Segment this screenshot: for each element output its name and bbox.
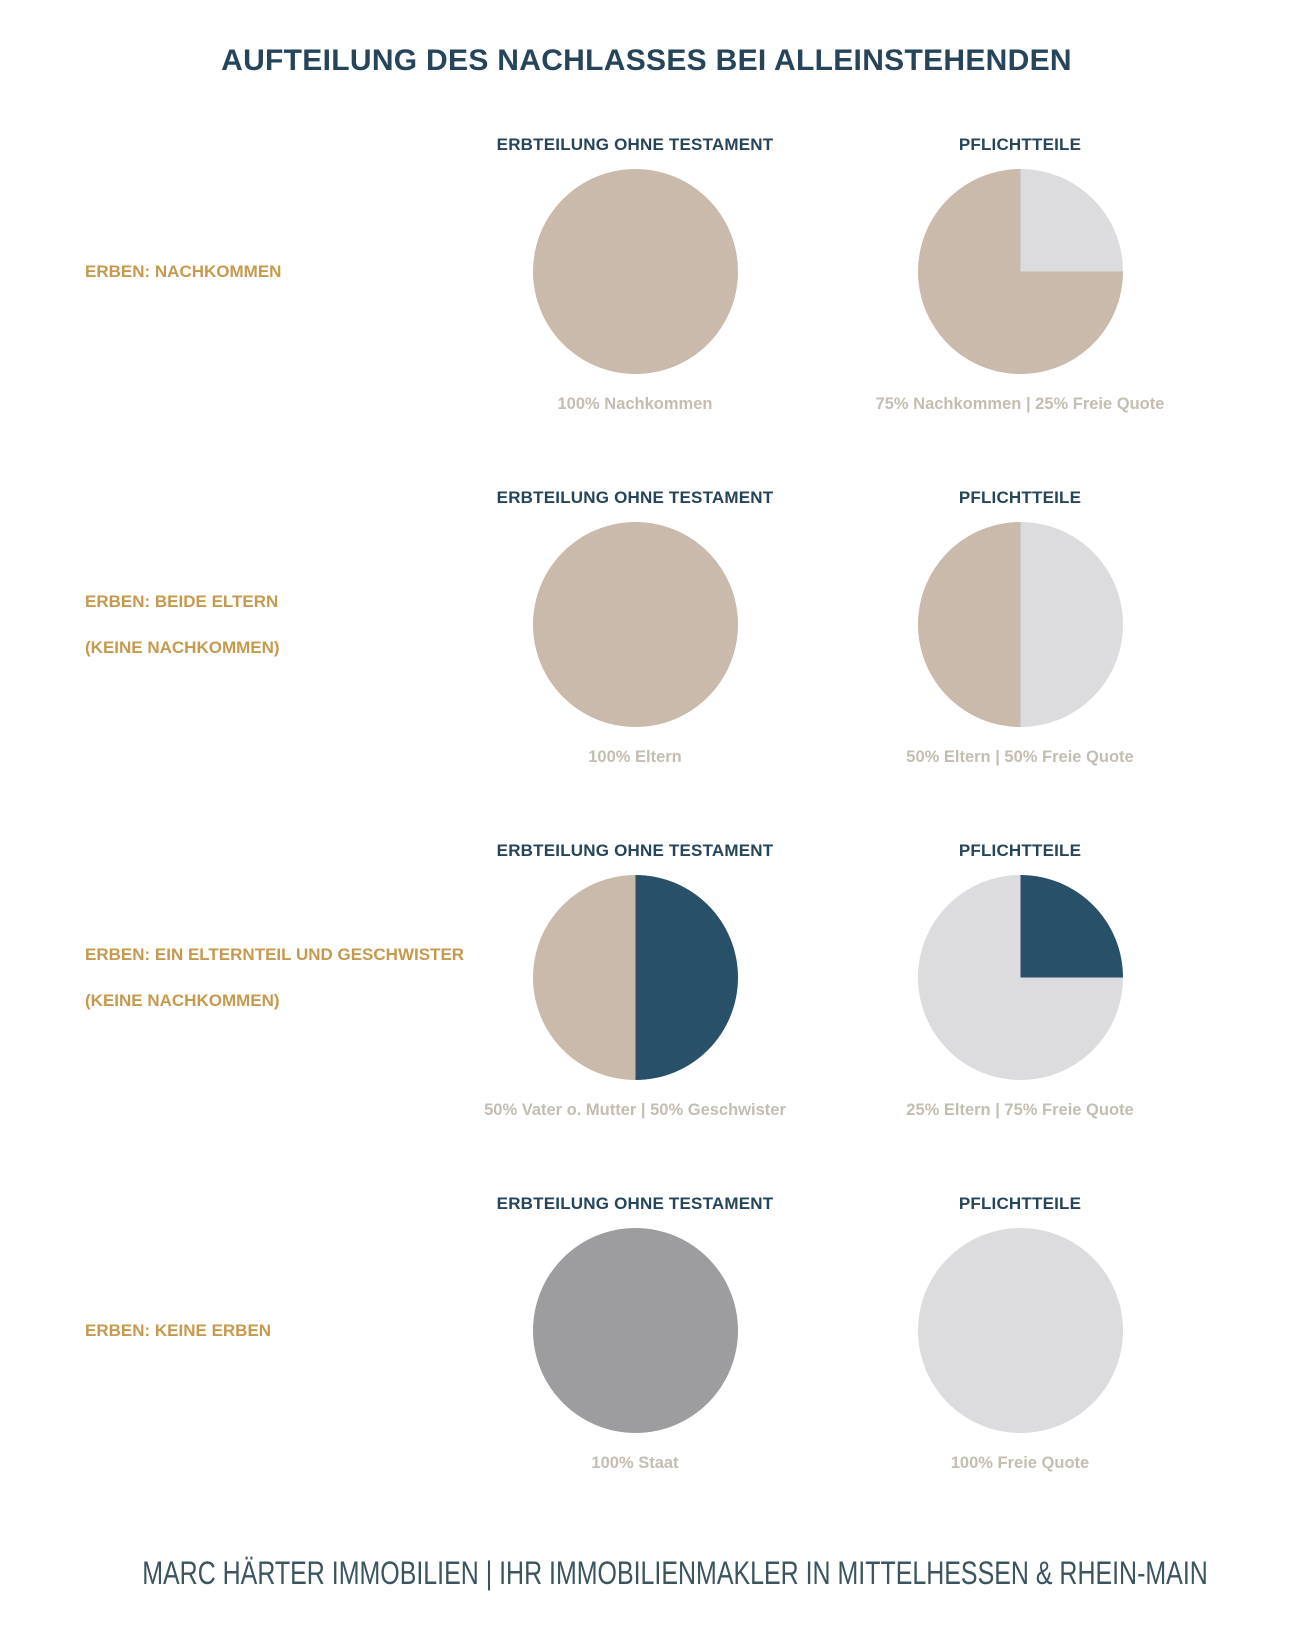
page-title: AUFTEILUNG DES NACHLASSES BEI ALLEINSTEH…	[221, 44, 1072, 77]
chart-header: ERBTEILUNG OHNE TESTAMENT	[496, 488, 774, 507]
footer-text: MARC HÄRTER IMMOBILIEN | IHR IMMOBILIENM…	[142, 1555, 1208, 1591]
row-label-line: ERBEN: EIN ELTERNTEIL UND GESCHWISTER	[85, 944, 465, 964]
row-label-column: ERBEN: BEIDE ELTERN (KEINE NACHKOMMEN)	[0, 488, 455, 841]
pie-chart	[917, 169, 1123, 374]
row-label: ERBEN: KEINE ERBEN	[85, 1228, 455, 1433]
pie-caption: 75% Nachkommen | 25% Freie Quote	[875, 395, 1165, 413]
pie-caption: 100% Nachkommen	[557, 395, 713, 413]
row-label-line: ERBEN: BEIDE ELTERN	[85, 591, 279, 611]
row-label-column: ERBEN: EIN ELTERNTEIL UND GESCHWISTER (KE…	[0, 841, 465, 1194]
chart-header: PFLICHTTEILE	[958, 135, 1082, 154]
pie-caption: 50% Eltern | 50% Freie Quote	[906, 748, 1134, 766]
inheritance-row: ERBEN: BEIDE ELTERN (KEINE NACHKOMMEN) ERB…	[0, 488, 1293, 841]
pie-chart	[532, 522, 738, 727]
chart-block: ERBTEILUNG OHNE TESTAMENT 100% Eltern	[455, 488, 815, 841]
pie-chart	[917, 875, 1123, 1080]
pie-caption: 100% Freie Quote	[950, 1454, 1090, 1472]
pie-caption: 50% Vater o. Mutter | 50% Geschwister	[484, 1101, 786, 1119]
chart-block: PFLICHTTEILE 100% Freie Quote	[815, 1194, 1225, 1547]
chart-block: ERBTEILUNG OHNE TESTAMENT 100% Nachkommen	[455, 135, 815, 488]
row-label-line: ERBEN: KEINE ERBEN	[85, 1320, 272, 1340]
row-label-line: ERBEN: NACHKOMMEN	[85, 261, 282, 281]
pie-caption: 100% Staat	[591, 1454, 679, 1472]
chart-header: ERBTEILUNG OHNE TESTAMENT	[496, 135, 774, 154]
chart-header: ERBTEILUNG OHNE TESTAMENT	[496, 841, 774, 860]
row-label-line: (KEINE NACHKOMMEN)	[85, 637, 280, 657]
chart-header: PFLICHTTEILE	[958, 488, 1082, 507]
inheritance-row: ERBEN: KEINE ERBEN ERBTEILUNG OHNE TESTAM…	[0, 1194, 1293, 1547]
chart-block: PFLICHTTEILE 25% Eltern | 75% Freie Quote	[815, 841, 1225, 1194]
page: { "title": "AUFTEILUNG DES NACHLASSES BE…	[0, 44, 1293, 1644]
row-label: ERBEN: EIN ELTERNTEIL UND GESCHWISTER (KE…	[85, 875, 465, 1080]
inheritance-row: ERBEN: EIN ELTERNTEIL UND GESCHWISTER (KE…	[0, 841, 1293, 1194]
row-label: ERBEN: NACHKOMMEN	[85, 169, 455, 374]
pie-chart	[532, 169, 738, 374]
chart-block: ERBTEILUNG OHNE TESTAMENT 100% Staat	[455, 1194, 815, 1547]
chart-header: PFLICHTTEILE	[958, 1194, 1082, 1213]
inheritance-row: ERBEN: NACHKOMMEN ERBTEILUNG OHNE TESTAME…	[0, 135, 1293, 488]
pie-caption: 100% Eltern	[588, 748, 682, 766]
pie-chart	[532, 875, 738, 1080]
pie-grid: ERBEN: NACHKOMMEN ERBTEILUNG OHNE TESTAME…	[0, 135, 1293, 1547]
chart-block: PFLICHTTEILE 50% Eltern | 50% Freie Quote	[815, 488, 1225, 841]
pie-chart	[917, 1228, 1123, 1433]
chart-header: ERBTEILUNG OHNE TESTAMENT	[496, 1194, 774, 1213]
pie-caption: 25% Eltern | 75% Freie Quote	[906, 1101, 1134, 1119]
pie-chart	[532, 1228, 738, 1433]
row-label: ERBEN: BEIDE ELTERN (KEINE NACHKOMMEN)	[85, 522, 455, 727]
row-label-column: ERBEN: KEINE ERBEN	[0, 1194, 455, 1547]
chart-header: PFLICHTTEILE	[958, 841, 1082, 860]
chart-block: PFLICHTTEILE 75% Nachkommen | 25% Freie Q…	[815, 135, 1225, 488]
row-label-column: ERBEN: NACHKOMMEN	[0, 135, 455, 488]
chart-block: ERBTEILUNG OHNE TESTAMENT 50% Vater o. Mu…	[455, 841, 815, 1194]
row-label-line: (KEINE NACHKOMMEN)	[85, 990, 280, 1010]
pie-chart	[917, 522, 1123, 727]
